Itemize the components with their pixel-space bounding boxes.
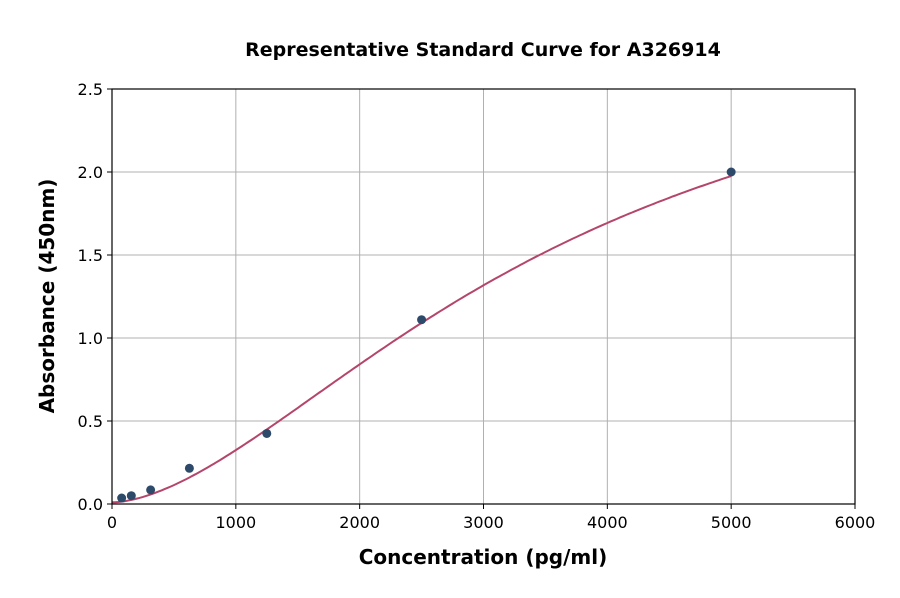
y-tick-label: 0.5 (78, 412, 103, 431)
plot-frame (111, 88, 856, 505)
y-axis-ticks: 0.0 0.5 1.0 1.5 2.0 2.5 (78, 80, 112, 514)
data-points (117, 167, 736, 503)
data-point (126, 491, 136, 501)
y-tick-label: 1.0 (78, 329, 103, 348)
y-tick-label: 0.0 (78, 495, 103, 514)
data-point (117, 493, 127, 503)
fit-curve (111, 175, 732, 504)
x-tick-label: 0 (107, 513, 117, 532)
x-tick-label: 5000 (711, 513, 752, 532)
y-tick-label: 2.5 (78, 80, 103, 99)
data-point (146, 485, 156, 495)
x-tick-label: 1000 (215, 513, 256, 532)
grid (111, 88, 856, 505)
x-axis-label: Concentration (pg/ml) (359, 545, 608, 569)
x-tick-label: 6000 (835, 513, 876, 532)
data-point (262, 428, 272, 438)
y-tick-label: 1.5 (78, 246, 103, 265)
data-point (184, 463, 194, 473)
y-axis-label: Absorbance (450nm) (35, 179, 59, 414)
x-tick-label: 3000 (463, 513, 504, 532)
data-point (417, 315, 427, 325)
x-tick-label: 4000 (587, 513, 628, 532)
y-tick-label: 2.0 (78, 163, 103, 182)
x-tick-label: 2000 (339, 513, 380, 532)
data-point (726, 167, 736, 177)
chart-title: Representative Standard Curve for A32691… (245, 39, 721, 61)
x-axis-ticks: 0 1000 2000 3000 4000 5000 6000 (107, 504, 875, 532)
